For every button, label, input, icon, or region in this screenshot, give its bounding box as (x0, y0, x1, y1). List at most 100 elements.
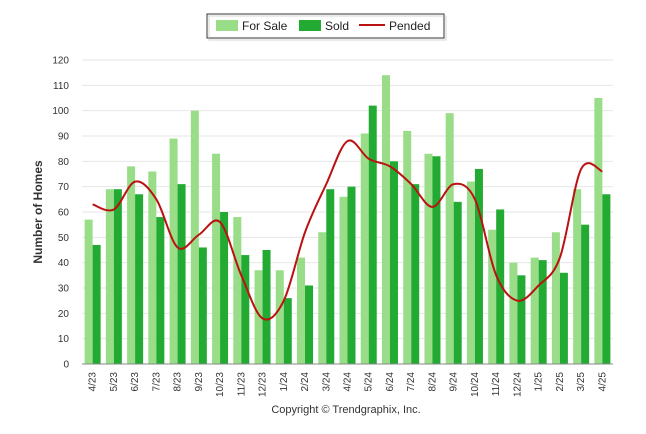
x-tick-label: 6/24 (385, 372, 396, 392)
bar-sold (305, 285, 314, 364)
bar-sold (347, 186, 356, 364)
x-tick-label: 8/24 (427, 372, 438, 392)
bar-sold (474, 168, 483, 364)
bar-sold (432, 156, 441, 364)
x-tick-label: 1/25 (534, 372, 545, 392)
bar-for-sale (466, 181, 475, 364)
legend-label-sold: Sold (325, 19, 349, 33)
bar-sold (496, 209, 505, 364)
y-axis-ticks: 0 10 20 30 40 50 60 70 80 90 100 110 120 (52, 56, 69, 371)
bar-for-sale (551, 232, 560, 364)
bar-sold (581, 224, 590, 364)
bar-sold (92, 244, 101, 364)
bar-sold (368, 105, 377, 364)
x-tick-label: 9/24 (449, 372, 460, 392)
x-tick-label: 3/25 (576, 372, 587, 392)
x-tick-label: 4/23 (88, 372, 99, 392)
bar-sold (326, 189, 335, 364)
legend-swatch-sold (299, 20, 321, 31)
x-tick-label: 2/24 (300, 372, 311, 392)
bar-sold (113, 189, 122, 364)
legend-label-for-sale: For Sale (242, 19, 288, 33)
legend-box (206, 13, 445, 39)
bar-sold (389, 161, 398, 364)
x-tick-label: 11/24 (491, 372, 502, 397)
y-tick-label: 110 (53, 81, 69, 92)
bar-for-sale (360, 133, 369, 364)
bar-sold (241, 255, 250, 364)
bar-for-sale (381, 75, 390, 364)
bar-for-sale (403, 130, 412, 364)
y-tick-label: 100 (52, 106, 69, 117)
x-tick-label: 8/23 (173, 372, 184, 392)
y-tick-label: 90 (58, 132, 70, 143)
legend-swatch-for-sale (216, 20, 238, 31)
bar-for-sale (275, 270, 284, 364)
x-tick-label: 12/24 (512, 372, 523, 397)
y-axis-title: Number of Homes (31, 160, 45, 264)
y-tick-label: 50 (58, 233, 70, 244)
bar-for-sale (254, 270, 263, 364)
x-tick-label: 12/23 (258, 372, 269, 397)
x-tick-label: 7/24 (406, 372, 417, 392)
bar-sold (198, 247, 207, 364)
legend: For Sale Sold Pended (206, 13, 447, 41)
bar-for-sale (573, 189, 582, 364)
bar-for-sale (148, 171, 157, 364)
bar-for-sale (530, 257, 539, 364)
bar-for-sale (127, 166, 136, 364)
x-tick-label: 3/24 (321, 372, 332, 392)
y-tick-label: 80 (58, 157, 70, 168)
bar-for-sale (297, 257, 306, 364)
bar-sold (220, 212, 229, 364)
x-tick-label: 6/23 (130, 372, 141, 392)
y-tick-label: 120 (52, 56, 69, 67)
x-tick-label: 7/23 (151, 372, 162, 392)
x-tick-label: 10/23 (215, 372, 226, 397)
bar-sold (283, 298, 292, 364)
bar-sold (559, 272, 568, 364)
bar-for-sale (318, 232, 327, 364)
y-tick-label: 0 (63, 360, 69, 371)
bar-for-sale (445, 113, 454, 364)
x-axis-ticks: 4/23 5/23 6/23 7/23 8/23 9/23 10/23 11/23 12/23 1… (88, 372, 609, 397)
pended-line-group (92, 139, 603, 321)
bar-for-sale (424, 153, 433, 364)
y-tick-label: 10 (58, 334, 70, 345)
bar-sold (262, 250, 271, 364)
x-tick-label: 4/24 (343, 372, 354, 392)
x-tick-label: 11/23 (236, 372, 247, 397)
bars (84, 75, 611, 365)
bar-for-sale (169, 138, 178, 364)
bar-sold (538, 260, 547, 364)
bar-sold (453, 201, 462, 364)
bar-for-sale (212, 153, 221, 364)
y-tick-label: 30 (58, 284, 70, 295)
bar-for-sale (105, 189, 114, 364)
bar-sold (135, 194, 144, 364)
y-tick-label: 60 (58, 208, 70, 219)
bar-for-sale (488, 229, 497, 364)
bar-sold (602, 194, 611, 364)
copyright-footer: Copyright © Trendgraphix, Inc. (271, 404, 420, 416)
legend-label-pended: Pended (389, 19, 430, 33)
y-tick-label: 20 (58, 309, 70, 320)
x-tick-label: 10/24 (470, 372, 481, 397)
pended-line (92, 139, 603, 321)
legend-shadow (208, 15, 447, 41)
bar-for-sale (509, 262, 518, 364)
bar-for-sale (84, 219, 93, 364)
x-tick-label: 5/24 (364, 372, 375, 392)
x-tick-label: 9/23 (194, 372, 205, 392)
x-tick-label: 5/23 (109, 372, 120, 392)
bar-sold (517, 275, 526, 364)
bar-for-sale (339, 196, 348, 364)
y-tick-label: 70 (58, 182, 70, 193)
bar-sold (156, 217, 165, 364)
bar-for-sale (594, 98, 603, 364)
y-tick-label: 40 (58, 258, 70, 269)
bar-for-sale (233, 217, 242, 364)
bar-sold (411, 184, 420, 364)
x-tick-label: 1/24 (279, 372, 290, 392)
